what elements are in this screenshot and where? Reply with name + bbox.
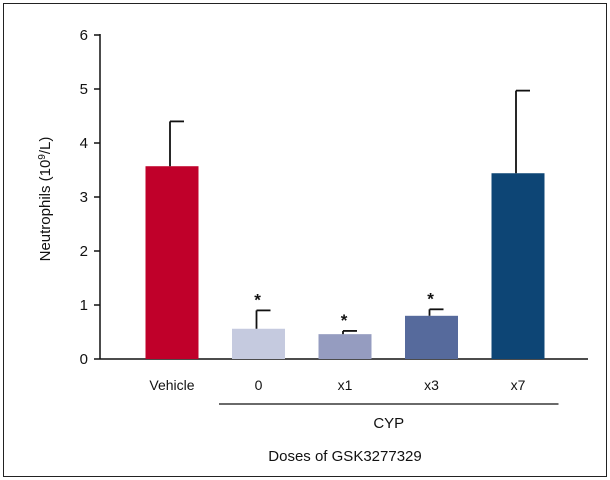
y-tick-label: 4 (80, 135, 88, 152)
significance-star-4: * (427, 289, 434, 308)
y-tick-label: 5 (80, 81, 88, 98)
bar-4 (405, 315, 458, 359)
bars (145, 166, 545, 359)
error-bars (169, 89, 530, 335)
y-axis-title-superscript: 9 (37, 154, 48, 160)
y-axis-title-prefix: Neutrophils (10 (37, 160, 54, 262)
category-label-4: x3 (424, 377, 439, 393)
category-label-5: x7 (511, 377, 526, 393)
category-labels: Vehicle 0 x1 x3 x7 (149, 377, 525, 393)
significance-star-2: * (254, 290, 261, 309)
y-tick-label: 6 (80, 27, 88, 44)
y-tick-label: 0 (80, 351, 88, 368)
category-label-2: 0 (255, 377, 263, 393)
y-tick-label: 3 (80, 189, 88, 206)
x-axis-title: Doses of GSK3277329 (268, 448, 421, 465)
bar-1 (145, 166, 199, 359)
category-label-3: x1 (338, 377, 353, 393)
y-axis-title: Neutrophils (109/L) (37, 137, 54, 262)
cyp-group: CYP (219, 403, 559, 432)
significance-star-3: * (341, 311, 348, 330)
bar-5 (491, 173, 545, 359)
significance-markers: * * * (254, 289, 434, 330)
bar-2 (232, 328, 285, 359)
y-tick-label: 2 (80, 243, 88, 260)
y-axis-title-suffix: /L) (37, 137, 54, 155)
bar-3 (318, 334, 372, 359)
cyp-group-label: CYP (373, 415, 404, 432)
y-tick-label: 1 (80, 297, 88, 314)
y-axis: 0 1 2 3 4 5 6 (80, 27, 101, 368)
category-label-1: Vehicle (149, 377, 194, 393)
